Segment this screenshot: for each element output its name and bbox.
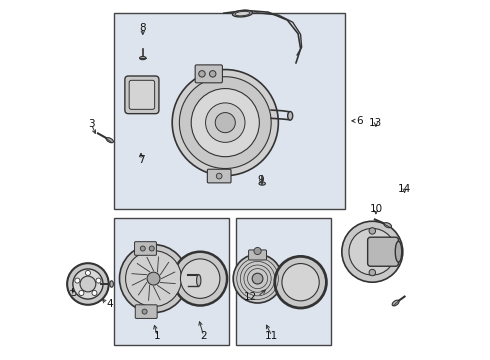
Ellipse shape <box>259 182 266 185</box>
FancyBboxPatch shape <box>368 237 398 266</box>
Circle shape <box>173 252 227 306</box>
Circle shape <box>79 291 84 296</box>
Circle shape <box>125 251 181 307</box>
Text: 12: 12 <box>245 292 258 302</box>
Circle shape <box>205 103 245 142</box>
Text: 10: 10 <box>369 204 383 214</box>
FancyBboxPatch shape <box>195 65 222 83</box>
Circle shape <box>75 278 80 283</box>
Ellipse shape <box>232 10 252 17</box>
Ellipse shape <box>110 281 113 287</box>
Circle shape <box>67 263 109 305</box>
Ellipse shape <box>288 112 293 120</box>
Circle shape <box>349 228 395 275</box>
Circle shape <box>140 246 146 251</box>
Circle shape <box>254 247 261 255</box>
Text: 4: 4 <box>107 299 114 309</box>
Bar <box>236 218 331 345</box>
Circle shape <box>172 69 278 176</box>
Ellipse shape <box>196 275 201 286</box>
Bar <box>114 218 229 345</box>
Circle shape <box>179 77 271 168</box>
Circle shape <box>199 71 205 77</box>
Circle shape <box>180 259 220 298</box>
Text: 7: 7 <box>138 155 145 165</box>
Circle shape <box>369 269 375 276</box>
Circle shape <box>92 291 97 296</box>
Circle shape <box>85 270 91 275</box>
FancyBboxPatch shape <box>248 250 267 260</box>
Circle shape <box>120 244 188 313</box>
Text: 3: 3 <box>88 120 95 129</box>
FancyBboxPatch shape <box>207 169 231 183</box>
Text: 1: 1 <box>154 331 160 341</box>
Ellipse shape <box>235 12 250 16</box>
Text: 11: 11 <box>265 331 278 341</box>
Circle shape <box>282 264 319 301</box>
Circle shape <box>216 173 222 179</box>
Bar <box>114 13 345 209</box>
Circle shape <box>96 278 101 283</box>
Text: 5: 5 <box>70 288 76 298</box>
Text: 8: 8 <box>140 23 146 33</box>
Circle shape <box>149 246 154 251</box>
Circle shape <box>142 309 147 314</box>
Ellipse shape <box>106 138 113 143</box>
Text: 13: 13 <box>369 118 383 128</box>
Circle shape <box>342 221 403 282</box>
FancyBboxPatch shape <box>135 305 157 319</box>
Text: 2: 2 <box>200 331 207 341</box>
Circle shape <box>80 276 96 292</box>
Ellipse shape <box>384 223 392 228</box>
Circle shape <box>147 272 160 285</box>
FancyBboxPatch shape <box>135 242 156 255</box>
Text: 6: 6 <box>356 116 363 126</box>
Circle shape <box>210 71 216 77</box>
Ellipse shape <box>140 57 146 60</box>
Circle shape <box>215 113 235 133</box>
Ellipse shape <box>392 300 399 306</box>
FancyBboxPatch shape <box>125 76 159 114</box>
Text: 9: 9 <box>258 175 265 185</box>
Circle shape <box>252 273 263 284</box>
Ellipse shape <box>395 241 402 262</box>
Circle shape <box>191 89 259 157</box>
FancyBboxPatch shape <box>129 80 155 109</box>
Text: 14: 14 <box>398 184 411 194</box>
Circle shape <box>73 269 103 299</box>
Circle shape <box>233 254 282 303</box>
Circle shape <box>275 256 326 308</box>
Circle shape <box>369 228 375 234</box>
